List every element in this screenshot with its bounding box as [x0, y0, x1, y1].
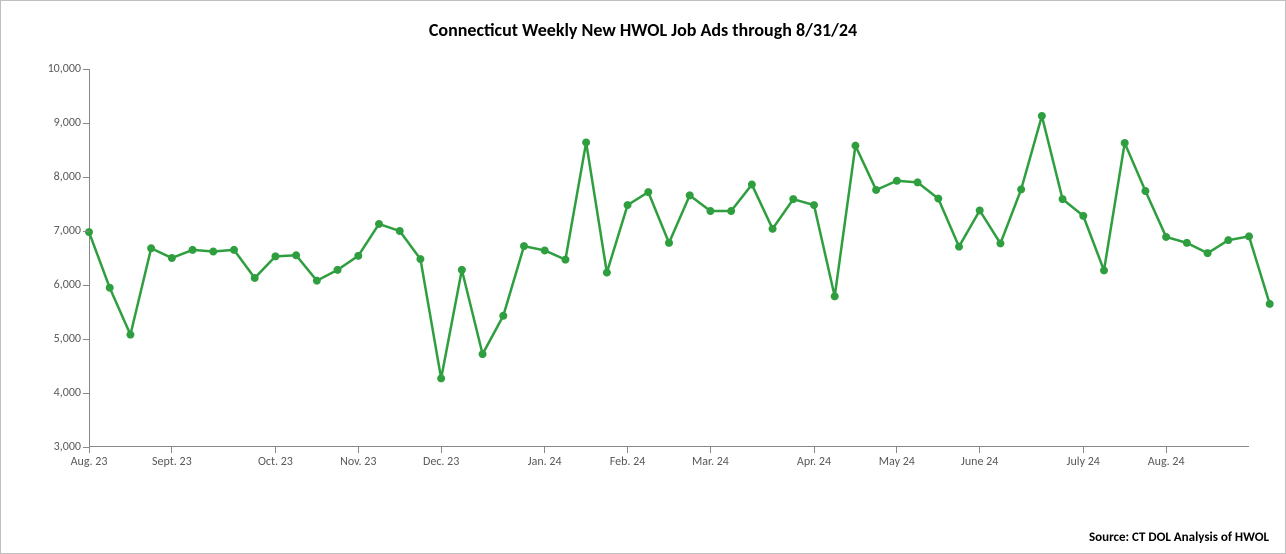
data-point [189, 246, 197, 254]
ytick-label: 7,000 [54, 224, 89, 238]
xtick-label: Dec. 23 [423, 447, 459, 469]
source-text: Source: CT DOL Analysis of HWOL [1089, 530, 1269, 545]
data-point [1141, 187, 1149, 195]
data-point [1038, 112, 1046, 120]
line-series [89, 69, 1249, 447]
data-point [1017, 185, 1025, 193]
data-point [1121, 139, 1129, 147]
data-point [665, 239, 673, 247]
data-point [872, 186, 880, 194]
data-point [1162, 233, 1170, 241]
data-point [271, 252, 279, 260]
data-point [396, 227, 404, 235]
chart-title: Connecticut Weekly New HWOL Job Ads thro… [1, 19, 1285, 41]
data-point [1245, 232, 1253, 240]
xtick-label: July 24 [1067, 447, 1100, 469]
xtick-label: Aug. 24 [1148, 447, 1185, 469]
ytick-label: 9,000 [54, 116, 89, 130]
data-point [624, 201, 632, 209]
data-point [334, 266, 342, 274]
data-point [168, 254, 176, 262]
data-point [313, 277, 321, 285]
data-point [458, 266, 466, 274]
data-point [976, 206, 984, 214]
data-point [955, 243, 963, 251]
xtick-label: Nov. 23 [340, 447, 376, 469]
xtick-label: June 24 [961, 447, 998, 469]
data-point [230, 246, 238, 254]
ytick-label: 8,000 [54, 170, 89, 184]
plot-area: 3,0004,0005,0006,0007,0008,0009,00010,00… [89, 69, 1249, 447]
data-point [582, 138, 590, 146]
data-point [147, 244, 155, 252]
data-point [748, 181, 756, 189]
data-point [1224, 236, 1232, 244]
data-point [996, 239, 1004, 247]
data-point [1100, 266, 1108, 274]
data-point [789, 195, 797, 203]
data-point [1266, 300, 1274, 308]
chart-frame: Connecticut Weekly New HWOL Job Ads thro… [0, 0, 1286, 554]
data-point [126, 331, 134, 339]
data-point [251, 274, 259, 282]
xtick-label: Jan. 24 [528, 447, 562, 469]
data-point [686, 191, 694, 199]
ytick-label: 4,000 [54, 386, 89, 400]
data-point [934, 195, 942, 203]
series-line [89, 116, 1270, 378]
xtick-label: May 24 [879, 447, 915, 469]
data-point [292, 251, 300, 259]
data-point [1079, 212, 1087, 220]
xtick-label: Feb. 24 [610, 447, 646, 469]
data-point [769, 225, 777, 233]
data-point [520, 242, 528, 250]
data-point [354, 252, 362, 260]
data-point [375, 220, 383, 228]
data-point [499, 312, 507, 320]
xtick-label: Aug. 23 [71, 447, 108, 469]
data-point [106, 284, 114, 292]
data-point [1183, 239, 1191, 247]
data-point [706, 207, 714, 215]
xtick-label: Oct. 23 [258, 447, 293, 469]
data-point [893, 177, 901, 185]
data-point [1204, 249, 1212, 257]
xtick-label: Apr. 24 [797, 447, 831, 469]
data-point [209, 248, 217, 256]
data-point [437, 374, 445, 382]
data-point [831, 292, 839, 300]
data-point [561, 256, 569, 264]
data-point [416, 255, 424, 263]
data-point [810, 201, 818, 209]
data-point [851, 142, 859, 150]
data-point [1059, 195, 1067, 203]
xtick-label: Sept. 23 [152, 447, 192, 469]
ytick-label: 5,000 [54, 332, 89, 346]
data-point [727, 207, 735, 215]
data-point [479, 350, 487, 358]
xtick-label: Mar. 24 [692, 447, 729, 469]
data-point [541, 246, 549, 254]
data-point [914, 178, 922, 186]
ytick-label: 6,000 [54, 278, 89, 292]
ytick-label: 10,000 [48, 62, 89, 76]
data-point [603, 269, 611, 277]
data-point [644, 188, 652, 196]
